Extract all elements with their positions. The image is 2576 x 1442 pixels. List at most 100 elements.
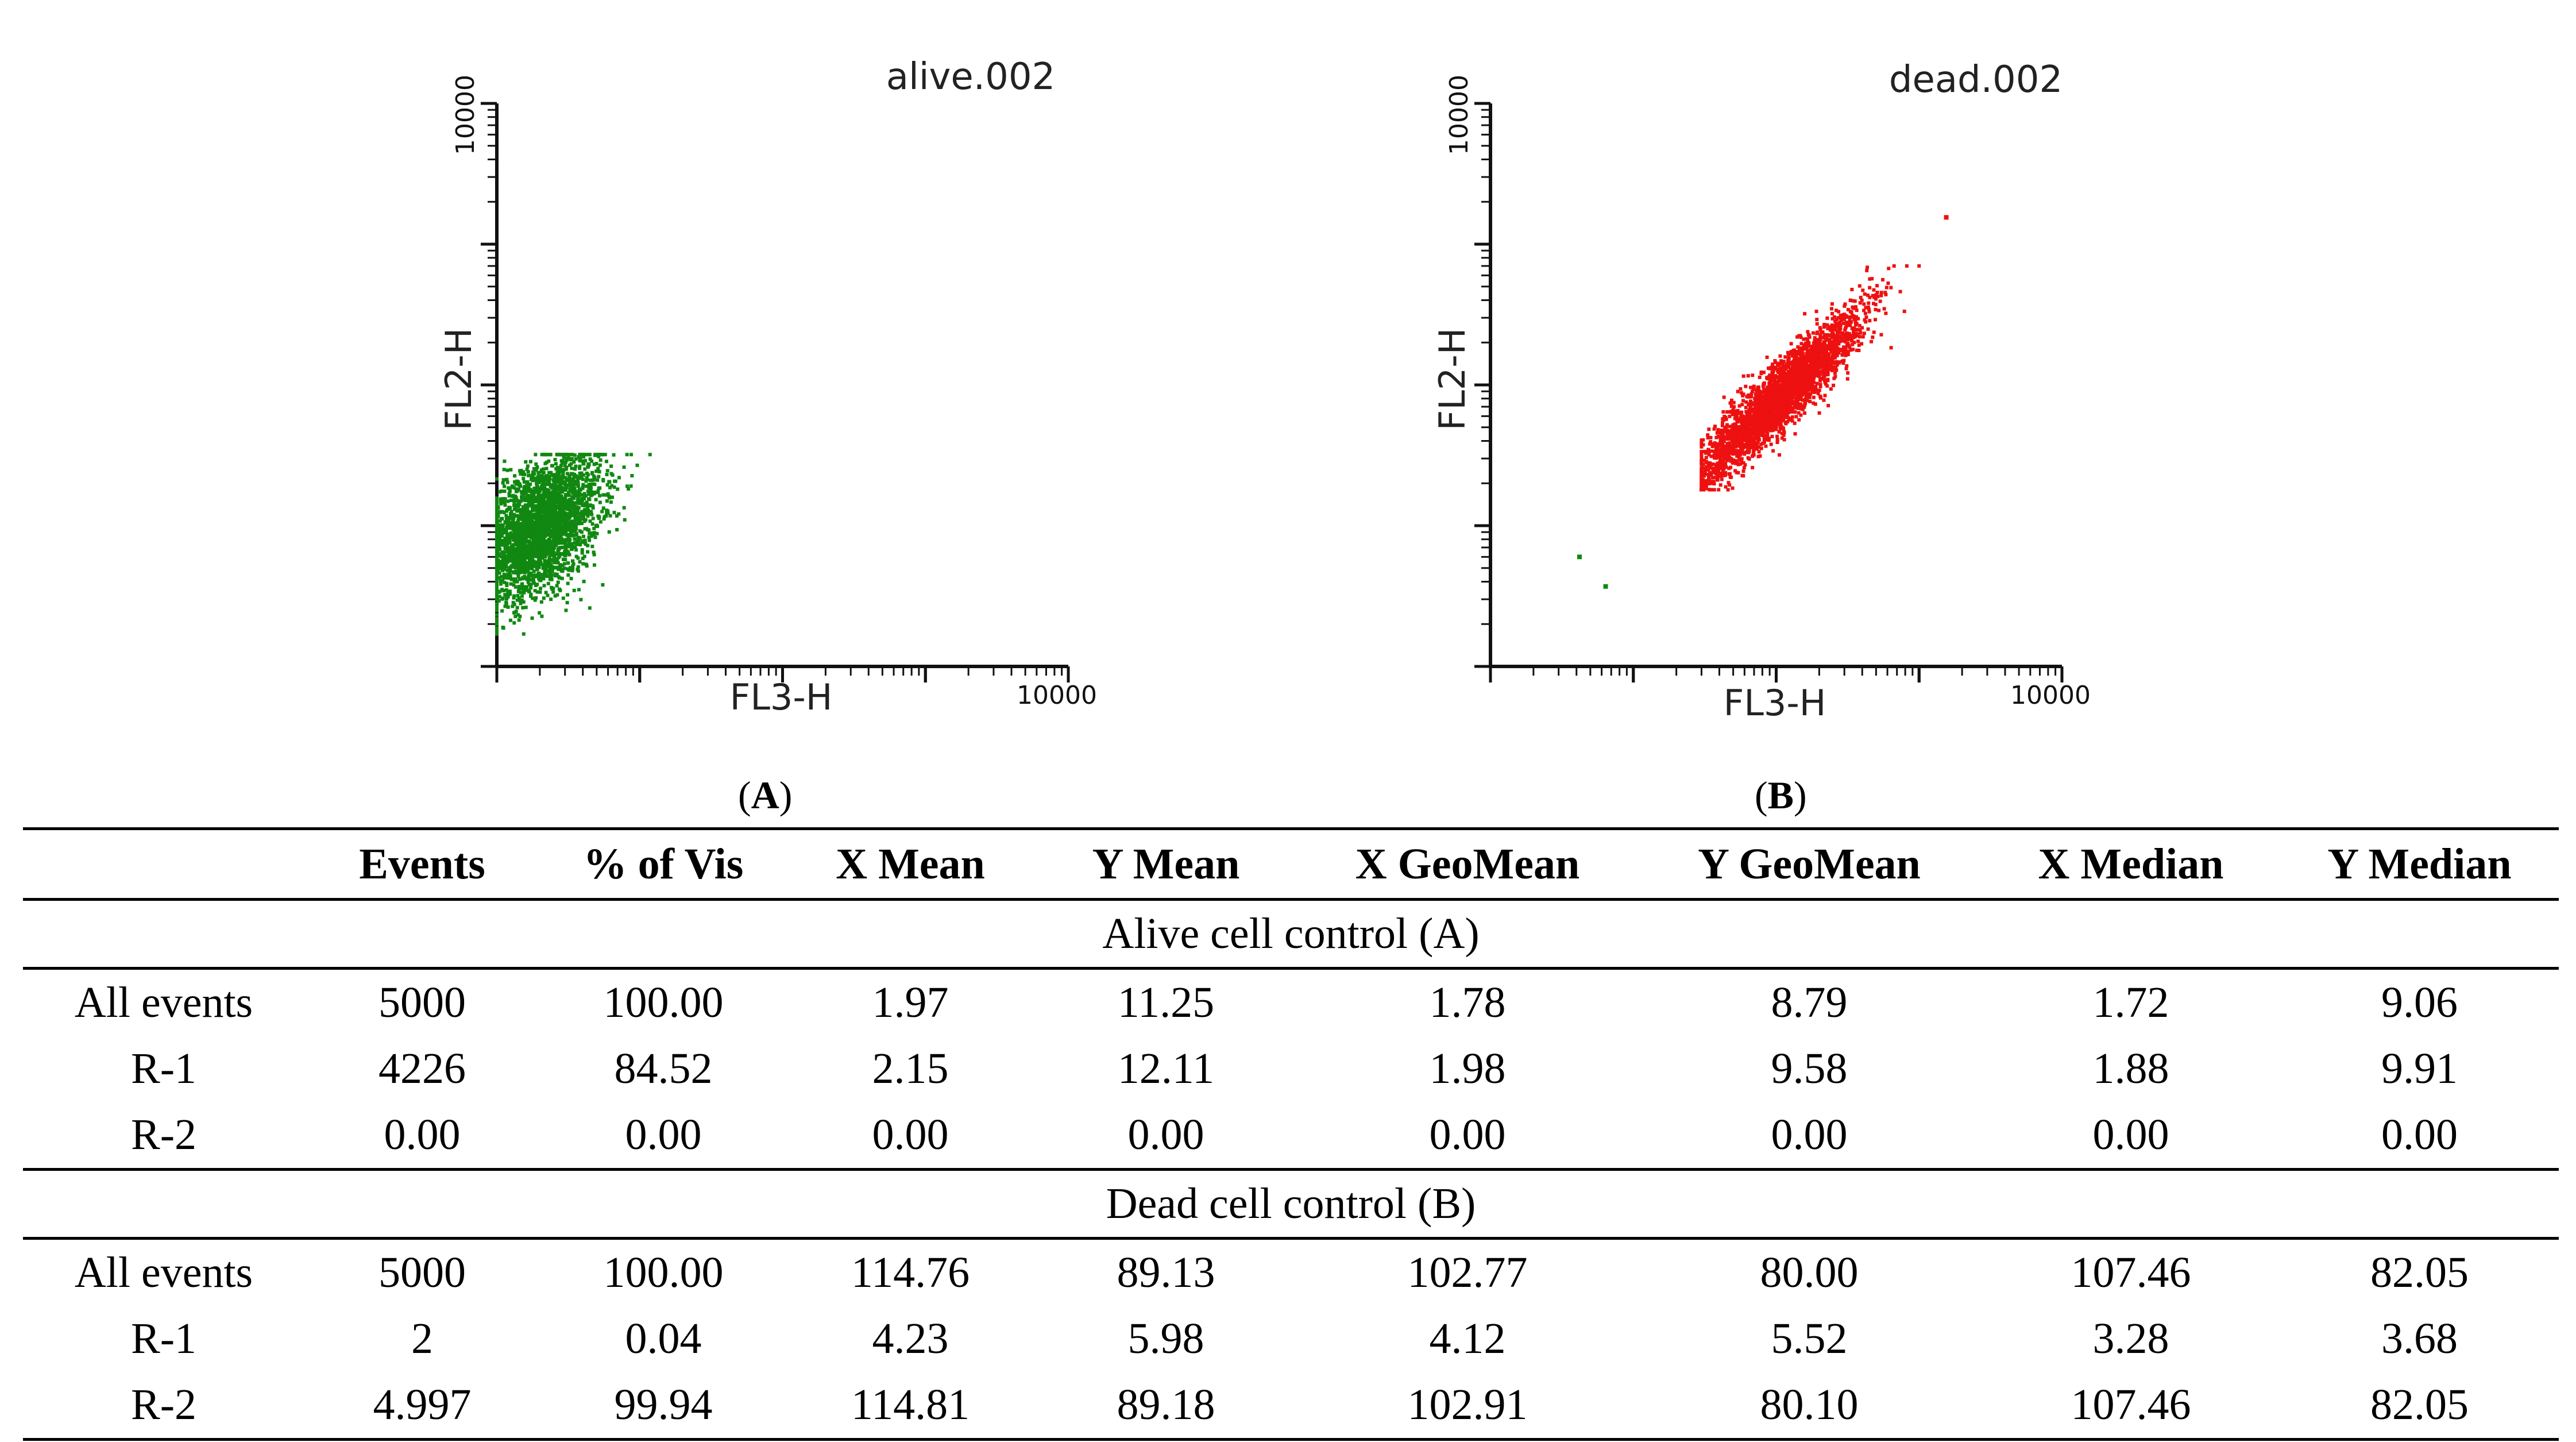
scatter-point <box>581 539 585 543</box>
scatter-point <box>574 501 578 505</box>
scatter-point <box>586 505 590 509</box>
scatter-point <box>601 479 605 483</box>
scatter-point <box>559 453 563 457</box>
scatter-point <box>1721 473 1725 477</box>
scatter-point <box>554 561 558 565</box>
scatter-point <box>577 511 581 515</box>
scatter-point <box>1724 485 1728 489</box>
scatter-point <box>1701 443 1705 447</box>
scatter-point <box>1732 449 1736 453</box>
scatter-point <box>1807 342 1811 346</box>
scatter-point <box>562 531 566 535</box>
scatter-point <box>532 581 536 585</box>
scatter-point <box>1865 268 1869 272</box>
scatter-point <box>502 468 506 472</box>
scatter-point <box>648 453 652 457</box>
scatter-point <box>532 472 536 476</box>
scatter-point <box>582 519 586 523</box>
scatter-point <box>535 499 539 503</box>
scatter-point <box>570 534 574 538</box>
scatter-point <box>589 534 593 538</box>
scatter-point <box>1731 408 1735 412</box>
scatter-point <box>567 516 571 520</box>
scatter-point <box>536 475 540 479</box>
scatter-point <box>531 542 535 546</box>
scatter-point <box>1844 340 1848 344</box>
scatter-point <box>1720 472 1724 476</box>
scatter-point <box>537 546 541 550</box>
scatter-point <box>546 575 550 579</box>
scatter-point <box>1723 415 1727 419</box>
scatter-point <box>523 496 527 500</box>
scatter-point <box>528 482 532 486</box>
scatter-point <box>566 535 570 539</box>
scatter-point <box>1764 392 1768 396</box>
scatter-point <box>592 478 596 482</box>
scatter-point <box>536 471 540 475</box>
scatter-point <box>1715 431 1719 435</box>
scatter-point <box>1701 466 1705 470</box>
scatter-point <box>557 567 561 571</box>
scatter-point <box>522 588 526 592</box>
scatter-point <box>1764 444 1768 448</box>
scatter-point <box>1702 479 1706 483</box>
scatter-point <box>1886 281 1890 285</box>
scatter-point <box>554 504 558 508</box>
scatter-point <box>1724 417 1728 421</box>
scatter-point <box>585 477 589 481</box>
scatter-point <box>1870 277 1874 281</box>
scatter-point <box>538 516 542 520</box>
scatter-point <box>598 520 603 524</box>
scatter-point <box>549 597 553 602</box>
scatter-point <box>596 466 600 471</box>
scatter-point <box>515 598 519 602</box>
scatter-point <box>522 591 526 595</box>
scatter-point <box>1746 419 1750 423</box>
scatter-point <box>1790 352 1794 356</box>
scatter-point <box>1702 471 1706 475</box>
scatter-point <box>512 522 516 526</box>
scatter-point <box>521 576 525 580</box>
scatter-point <box>549 471 553 475</box>
scatter-point <box>549 453 553 457</box>
scatter-point <box>504 545 508 549</box>
scatter-point <box>576 480 580 484</box>
scatter-point <box>1797 404 1801 408</box>
scatter-point <box>1780 431 1784 435</box>
scatter-point <box>1863 311 1867 315</box>
scatter-point <box>1864 320 1868 324</box>
scatter-point <box>574 526 578 530</box>
scatter-point <box>503 558 507 562</box>
scatter-point <box>503 576 507 580</box>
scatter-point <box>512 579 516 583</box>
scatter-point <box>531 533 535 537</box>
scatter-point <box>581 515 585 519</box>
scatter-point <box>544 565 549 569</box>
scatter-point <box>1772 389 1776 393</box>
scatter-point <box>511 518 515 522</box>
scatter-point <box>556 550 560 554</box>
scatter-point <box>1709 439 1713 444</box>
scatter-point <box>535 530 539 534</box>
scatter-points <box>495 453 652 636</box>
scatter-point <box>1739 427 1743 431</box>
scatter-point <box>1848 318 1852 322</box>
scatter-point <box>516 572 520 576</box>
scatter-point <box>581 473 585 477</box>
scatter-point <box>495 575 499 579</box>
scatter-point <box>588 538 592 542</box>
scatter-point <box>565 549 569 553</box>
scatter-point <box>506 499 510 503</box>
scatter-point <box>1728 429 1732 433</box>
scatter-point <box>1702 488 1706 492</box>
scatter-point <box>565 502 569 506</box>
scatter-point <box>541 548 545 552</box>
scatter-point <box>1767 375 1771 379</box>
scatter-point <box>495 592 499 596</box>
scatter-point <box>1777 453 1781 457</box>
scatter-point <box>500 597 504 601</box>
scatter-point <box>512 530 516 534</box>
scatter-point <box>586 492 590 496</box>
scatter-point <box>1720 477 1724 481</box>
scatter-point <box>576 508 580 512</box>
